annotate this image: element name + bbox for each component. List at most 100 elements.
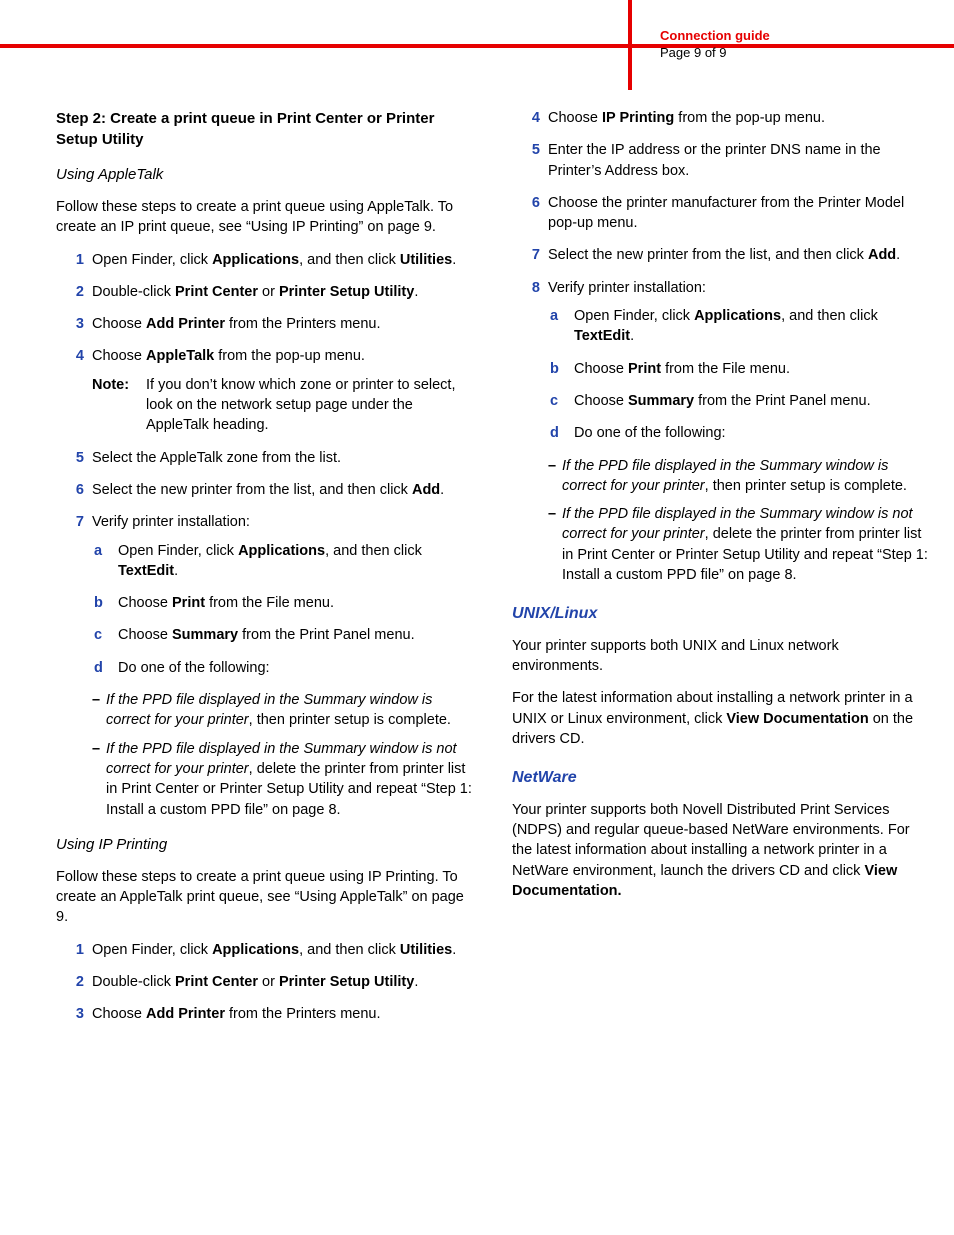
right-column: 4 Choose IP Printing from the pop-up men… [512,108,928,1037]
step-text: Select the AppleTalk zone from the list. [92,450,341,466]
list-item: – If the PPD file displayed in the Summa… [106,690,472,731]
options-list: – If the PPD file displayed in the Summa… [548,456,928,586]
list-item: b Choose Print from the File menu. [574,359,928,379]
step-text: Choose Summary from the Print Panel menu… [574,393,871,409]
netware-p1: Your printer supports both Novell Distri… [512,800,928,901]
sub-letter: a [550,306,558,326]
list-item: b Choose Print from the File menu. [118,593,472,613]
step-text: Open Finder, click Applications, and the… [118,543,422,579]
appletalk-heading: Using AppleTalk [56,164,472,185]
step-number: 2 [62,282,84,302]
list-item: 3 Choose Add Printer from the Printers m… [92,314,472,334]
ip-printing-intro: Follow these steps to create a print que… [56,867,472,928]
dash-icon: – [92,690,100,710]
sub-letter: d [550,423,559,443]
step-number: 7 [62,512,84,532]
step-text: Do one of the following: [118,660,270,676]
option-text: If the PPD file displayed in the Summary… [562,458,907,494]
list-item: a Open Finder, click Applications, and t… [118,541,472,582]
step-text: Do one of the following: [574,425,726,441]
step-number: 4 [518,108,540,128]
step-text: Choose AppleTalk from the pop-up menu. [92,348,365,364]
step-text: Verify printer installation: [92,514,250,530]
step-text: Verify printer installation: [548,280,706,296]
option-text: If the PPD file displayed in the Summary… [106,692,451,728]
list-item: 1 Open Finder, click Applications, and t… [92,250,472,270]
verify-sublist: a Open Finder, click Applications, and t… [92,541,472,678]
list-item: 8 Verify printer installation: a Open Fi… [548,278,928,586]
step-number: 5 [62,448,84,468]
list-item: 4 Choose IP Printing from the pop-up men… [548,108,928,128]
note-block: Note: If you don’t know which zone or pr… [92,375,472,436]
appletalk-steps: 1 Open Finder, click Applications, and t… [56,250,472,820]
doc-title: Connection guide [660,28,770,45]
list-item: 5 Enter the IP address or the printer DN… [548,140,928,181]
list-item: 5 Select the AppleTalk zone from the lis… [92,448,472,468]
step-text: Choose Print from the File menu. [118,595,334,611]
ip-printing-heading: Using IP Printing [56,834,472,855]
left-column: Step 2: Create a print queue in Print Ce… [56,108,472,1037]
step-text: Open Finder, click Applications, and the… [92,252,456,268]
unix-p1: Your printer supports both UNIX and Linu… [512,636,928,677]
step-text: Double-click Print Center or Printer Set… [92,284,418,300]
list-item: 2 Double-click Print Center or Printer S… [92,282,472,302]
dash-icon: – [548,456,556,476]
list-item: 7 Select the new printer from the list, … [548,245,928,265]
list-item: c Choose Summary from the Print Panel me… [574,391,928,411]
step-number: 7 [518,245,540,265]
unix-p2: For the latest information about install… [512,688,928,749]
step-text: Choose Print from the File menu. [574,361,790,377]
dash-icon: – [548,504,556,524]
sub-letter: c [94,625,102,645]
list-item: a Open Finder, click Applications, and t… [574,306,928,347]
step-text: Choose Add Printer from the Printers men… [92,316,381,332]
step-text: Open Finder, click Applications, and the… [92,942,456,958]
step-text: Choose Summary from the Print Panel menu… [118,627,415,643]
step-text: Double-click Print Center or Printer Set… [92,974,418,990]
list-item: 2 Double-click Print Center or Printer S… [92,972,472,992]
sub-letter: b [550,359,559,379]
list-item: c Choose Summary from the Print Panel me… [118,625,472,645]
appletalk-intro: Follow these steps to create a print que… [56,197,472,238]
netware-heading: NetWare [512,767,928,789]
list-item: 6 Select the new printer from the list, … [92,480,472,500]
step-text: Select the new printer from the list, an… [548,247,900,263]
step-text: Select the new printer from the list, an… [92,482,444,498]
step-number: 6 [62,480,84,500]
list-item: 4 Choose AppleTalk from the pop-up menu.… [92,346,472,435]
step-text: Choose IP Printing from the pop-up menu. [548,110,825,126]
sub-letter: b [94,593,103,613]
list-item: 6 Choose the printer manufacturer from t… [548,193,928,234]
step-2-title: Step 2: Create a print queue in Print Ce… [56,108,472,150]
header-rule-vertical [628,0,632,90]
sub-letter: d [94,658,103,678]
list-item: d Do one of the following: [118,658,472,678]
header-block: Connection guide Page 9 of 9 [660,28,770,62]
step-number: 1 [62,250,84,270]
step-text: Choose Add Printer from the Printers men… [92,1006,381,1022]
step-text: Choose the printer manufacturer from the… [548,195,904,231]
step-number: 4 [62,346,84,366]
verify-sublist: a Open Finder, click Applications, and t… [548,306,928,443]
dash-icon: – [92,739,100,759]
unix-linux-heading: UNIX/Linux [512,603,928,625]
list-item: – If the PPD file displayed in the Summa… [106,739,472,820]
options-list: – If the PPD file displayed in the Summa… [92,690,472,820]
sub-letter: a [94,541,102,561]
list-item: – If the PPD file displayed in the Summa… [562,456,928,497]
list-item: 3 Choose Add Printer from the Printers m… [92,1004,472,1024]
step-number: 3 [62,1004,84,1024]
note-text: If you don’t know which zone or printer … [146,377,456,434]
step-number: 1 [62,940,84,960]
header-rule-horizontal [0,44,954,48]
list-item: 1 Open Finder, click Applications, and t… [92,940,472,960]
note-label: Note: [92,375,142,395]
ip-steps-left: 1 Open Finder, click Applications, and t… [56,940,472,1025]
sub-letter: c [550,391,558,411]
option-text: If the PPD file displayed in the Summary… [562,506,928,583]
step-number: 2 [62,972,84,992]
option-text: If the PPD file displayed in the Summary… [106,741,472,818]
step-number: 8 [518,278,540,298]
list-item: – If the PPD file displayed in the Summa… [562,504,928,585]
step-number: 3 [62,314,84,334]
